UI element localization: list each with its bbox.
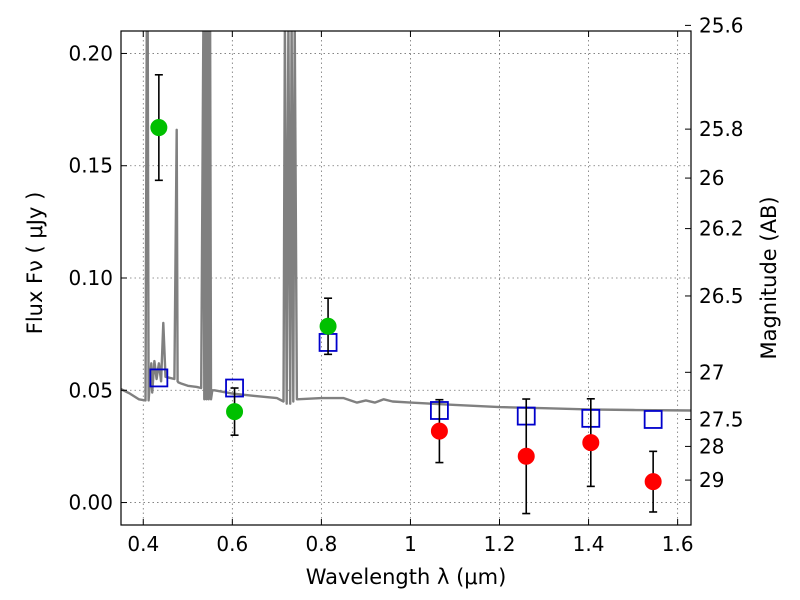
x-tick-label: 1.2	[484, 532, 516, 556]
y-tick-label: 0.20	[68, 41, 113, 65]
plot-area	[121, 31, 691, 412]
non-detection-point	[517, 447, 535, 465]
x-tick-label: 0.8	[305, 532, 337, 556]
detection-point	[150, 119, 168, 137]
non-detection-point	[644, 473, 662, 491]
right-tick-label: 28	[699, 434, 724, 458]
right-tick-label: 29	[699, 468, 724, 492]
x-tick-label: 0.6	[216, 532, 248, 556]
x-tick-label: 0.4	[127, 532, 159, 556]
non-detection-point	[430, 422, 448, 440]
right-tick-label: 27.5	[699, 407, 744, 431]
right-axis-label: Magnitude (AB)	[757, 196, 781, 359]
y-tick-label: 0.10	[68, 266, 113, 290]
model-photometry-square	[149, 368, 169, 388]
axis-ticks: 0.4 0.6 0.8 1 1.2 1.4 1.6 0.00 0.05 0.10 0.15 0.20 2…	[68, 13, 743, 556]
x-axis-label: Wavelength λ (μm)	[306, 565, 507, 589]
right-tick-label: 25.6	[699, 13, 744, 37]
model-photometry-square	[643, 410, 663, 429]
right-tick-label: 25.8	[699, 117, 744, 141]
non-detection-point	[582, 434, 600, 452]
x-tick-label: 1.4	[573, 532, 605, 556]
right-tick-label: 26.2	[699, 217, 744, 241]
x-tick-label: 1.6	[662, 532, 694, 556]
markers	[149, 73, 663, 515]
model-spectrum-line	[121, 31, 691, 412]
y-axis-label: Flux Fν ( μJy )	[23, 192, 47, 335]
right-tick-label: 26	[699, 166, 724, 190]
right-tick-label: 27	[699, 360, 724, 384]
y-tick-label: 0.05	[68, 378, 113, 402]
detection-point	[319, 317, 337, 335]
y-tick-label: 0.00	[68, 491, 113, 515]
right-tick-label: 26.5	[699, 284, 744, 308]
x-tick-label: 1	[404, 532, 417, 556]
y-tick-label: 0.15	[68, 154, 113, 178]
detection-point	[226, 403, 244, 421]
